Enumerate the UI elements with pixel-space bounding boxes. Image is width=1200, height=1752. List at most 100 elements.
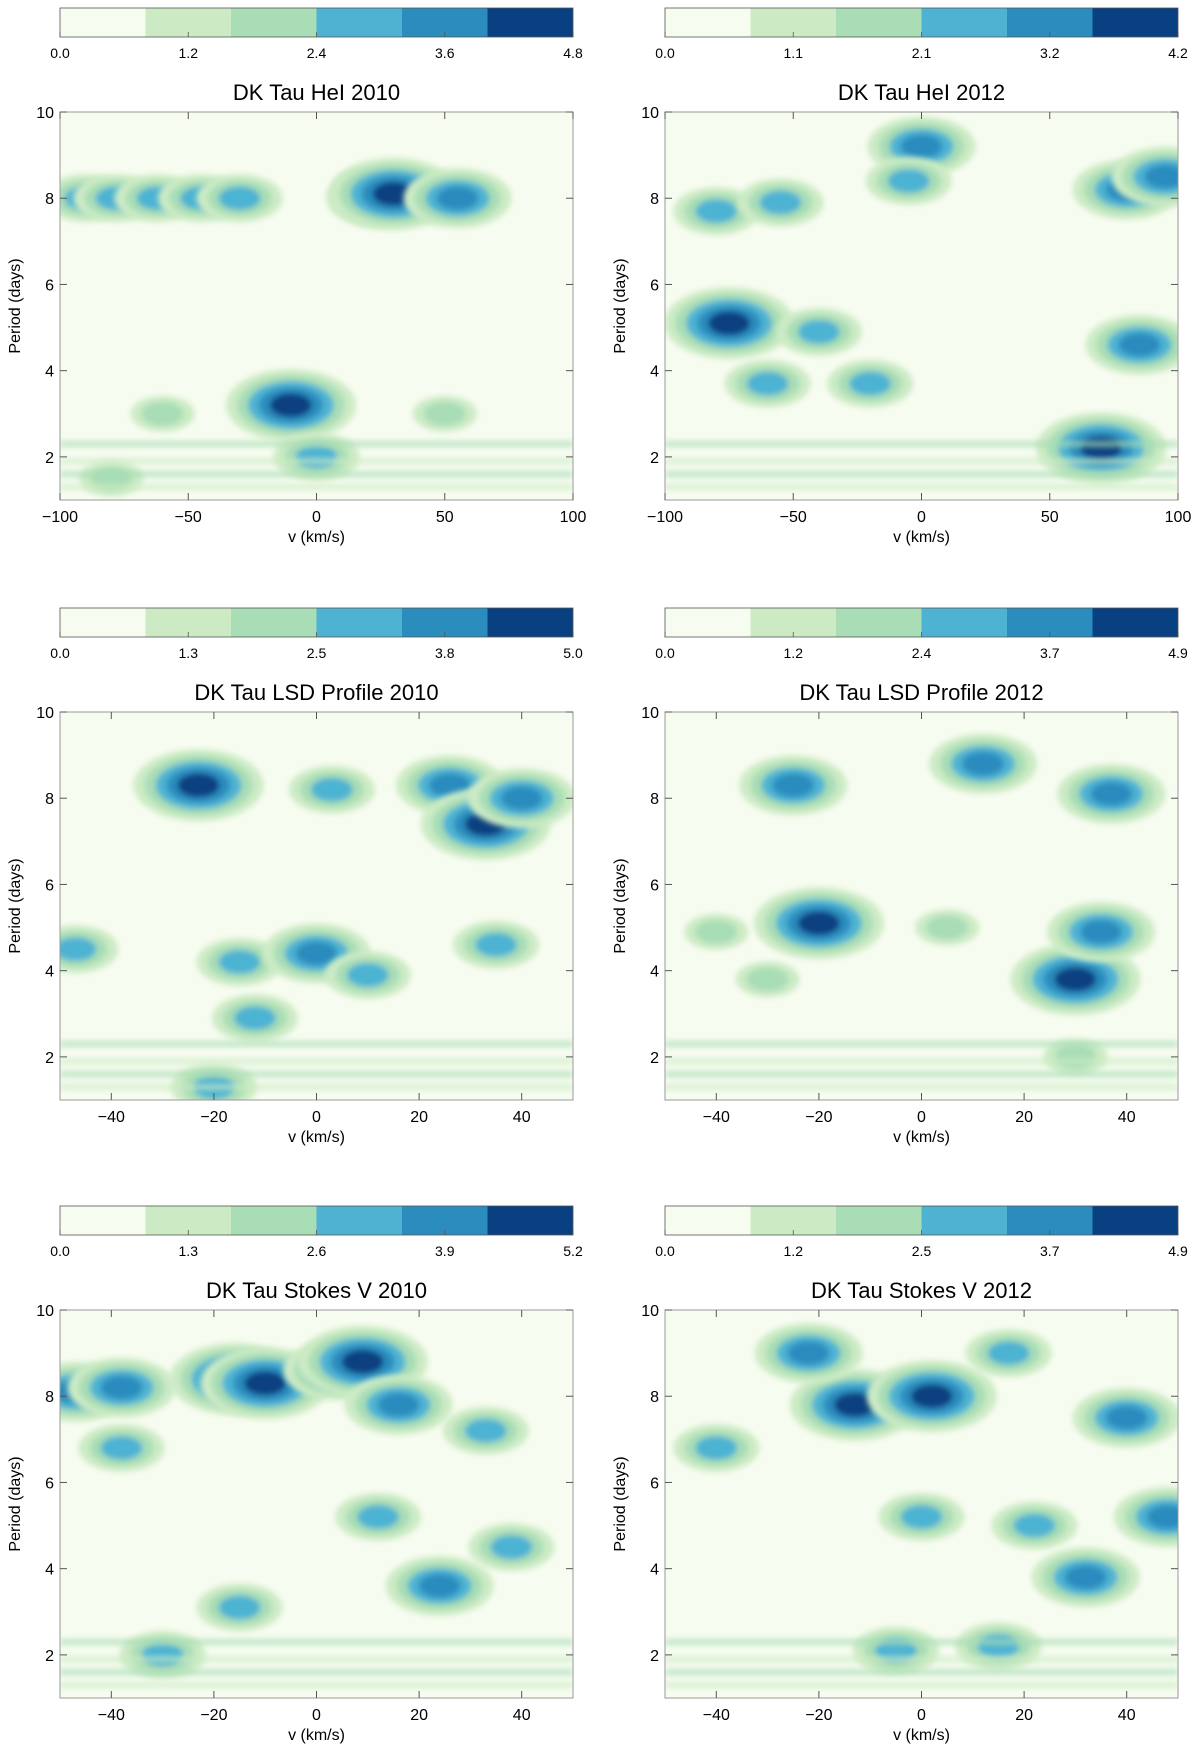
- x-tick-label: −40: [703, 1109, 730, 1126]
- low-period-streaks: [60, 1040, 573, 1091]
- x-tick-label: 40: [1118, 1707, 1136, 1724]
- colorbar-segment: [1092, 608, 1178, 637]
- streak-band: [665, 1682, 1178, 1689]
- contour-level: [357, 1504, 400, 1529]
- chart-title: DK Tau Stokes V 2012: [811, 1278, 1032, 1303]
- y-tick-label: 8: [650, 191, 659, 208]
- low-period-streaks: [60, 440, 573, 491]
- x-tick-label: 40: [513, 1707, 531, 1724]
- contour-level: [746, 371, 789, 396]
- colorbar-tick-label: 3.6: [435, 45, 455, 61]
- heatmap-feature: [1047, 901, 1156, 962]
- contour-level: [218, 186, 261, 211]
- streak-band: [60, 1040, 573, 1047]
- colorbar-segment: [231, 608, 317, 637]
- x-tick-label: −40: [98, 1109, 125, 1126]
- contour-level: [377, 1392, 420, 1417]
- streak-band: [665, 1638, 1178, 1645]
- y-tick-label: 6: [45, 277, 54, 294]
- heatmap-field: [60, 749, 573, 1100]
- contour-level: [310, 777, 353, 802]
- y-tick-label: 2: [45, 1648, 54, 1665]
- streak-band: [665, 1071, 1178, 1078]
- contour-level: [418, 1573, 461, 1598]
- colorbar-tick-label: 2.4: [307, 45, 327, 61]
- contour-level: [900, 134, 943, 159]
- x-tick-label: 0: [312, 1109, 321, 1126]
- contour-level: [295, 941, 338, 966]
- colorbar-tick-label: 5.2: [563, 1243, 583, 1259]
- streak-band: [60, 1638, 573, 1645]
- contour-level: [1080, 919, 1123, 944]
- y-tick-label: 6: [650, 877, 659, 894]
- contour-level: [797, 319, 840, 344]
- colorbar-tick-label: 4.9: [1168, 645, 1188, 661]
- heatmap-feature: [739, 755, 848, 816]
- colorbar-tick-label: 3.2: [1040, 45, 1060, 61]
- heatmap-feature: [827, 359, 914, 408]
- heatmap-feature: [915, 909, 980, 946]
- heatmap-feature: [468, 1523, 555, 1572]
- y-tick-label: 8: [45, 1389, 54, 1406]
- contour-level: [436, 186, 479, 211]
- contour-level: [1105, 1405, 1148, 1430]
- colorbar-segment: [316, 608, 402, 637]
- heatmap-feature: [335, 1492, 422, 1541]
- contour-level: [233, 1006, 276, 1031]
- contour-level: [772, 773, 815, 798]
- heatmap-feature: [754, 1323, 863, 1384]
- y-tick-label: 2: [650, 450, 659, 467]
- x-axis-label: v (km/s): [288, 1129, 345, 1146]
- colorbar-segment: [921, 8, 1007, 37]
- contour-level: [464, 1418, 507, 1443]
- heatmap-feature: [1085, 314, 1178, 375]
- colorbar-tick-label: 4.2: [1168, 45, 1188, 61]
- streak-band: [60, 1084, 573, 1091]
- contour-level: [962, 751, 1005, 776]
- y-tick-label: 2: [650, 1050, 659, 1067]
- contour-level: [1064, 1565, 1107, 1590]
- x-tick-label: 0: [917, 1707, 926, 1724]
- chart-title: DK Tau LSD Profile 2012: [799, 680, 1043, 705]
- contour-level: [977, 1634, 1020, 1659]
- heatmap-feature: [130, 395, 195, 432]
- y-axis-label: Period (days): [612, 858, 629, 953]
- x-axis-label: v (km/s): [288, 529, 345, 546]
- contour-level: [341, 1349, 384, 1374]
- contour-level: [1118, 332, 1161, 357]
- contour-level: [295, 444, 338, 469]
- colorbar-segment: [60, 8, 146, 37]
- contour-level: [887, 168, 930, 193]
- y-tick-label: 10: [641, 705, 659, 722]
- colorbar-segment: [316, 8, 402, 37]
- x-tick-label: 100: [560, 509, 587, 526]
- contour-level: [218, 950, 261, 975]
- heatmap-feature: [385, 1555, 494, 1616]
- y-tick-label: 4: [650, 1562, 659, 1579]
- heatmap-feature: [775, 307, 862, 356]
- contour-level: [1013, 1513, 1056, 1538]
- colorbar-tick-label: 0.0: [655, 645, 675, 661]
- x-axis-label: v (km/s): [288, 1727, 345, 1744]
- contour-level: [900, 1504, 943, 1529]
- y-axis-label: Period (days): [7, 258, 24, 353]
- y-tick-label: 8: [45, 791, 54, 808]
- x-tick-label: −100: [647, 509, 683, 526]
- contour-level: [695, 1435, 738, 1460]
- heatmap-feature: [403, 168, 512, 229]
- heatmap-feature: [1057, 763, 1166, 824]
- y-tick-label: 8: [650, 1389, 659, 1406]
- colorbar-segment: [665, 1206, 751, 1235]
- y-tick-label: 4: [45, 1562, 54, 1579]
- colorbar-tick-label: 2.5: [912, 1243, 932, 1259]
- colorbar-tick-label: 2.5: [307, 645, 327, 661]
- streak-band: [60, 1058, 573, 1065]
- contour-level: [60, 937, 97, 962]
- x-tick-label: −20: [805, 1707, 832, 1724]
- heatmap-feature: [1010, 943, 1141, 1016]
- y-tick-label: 6: [650, 277, 659, 294]
- x-tick-label: 40: [513, 1109, 531, 1126]
- colorbar-tick-label: 2.6: [307, 1243, 327, 1259]
- x-tick-label: 20: [410, 1109, 428, 1126]
